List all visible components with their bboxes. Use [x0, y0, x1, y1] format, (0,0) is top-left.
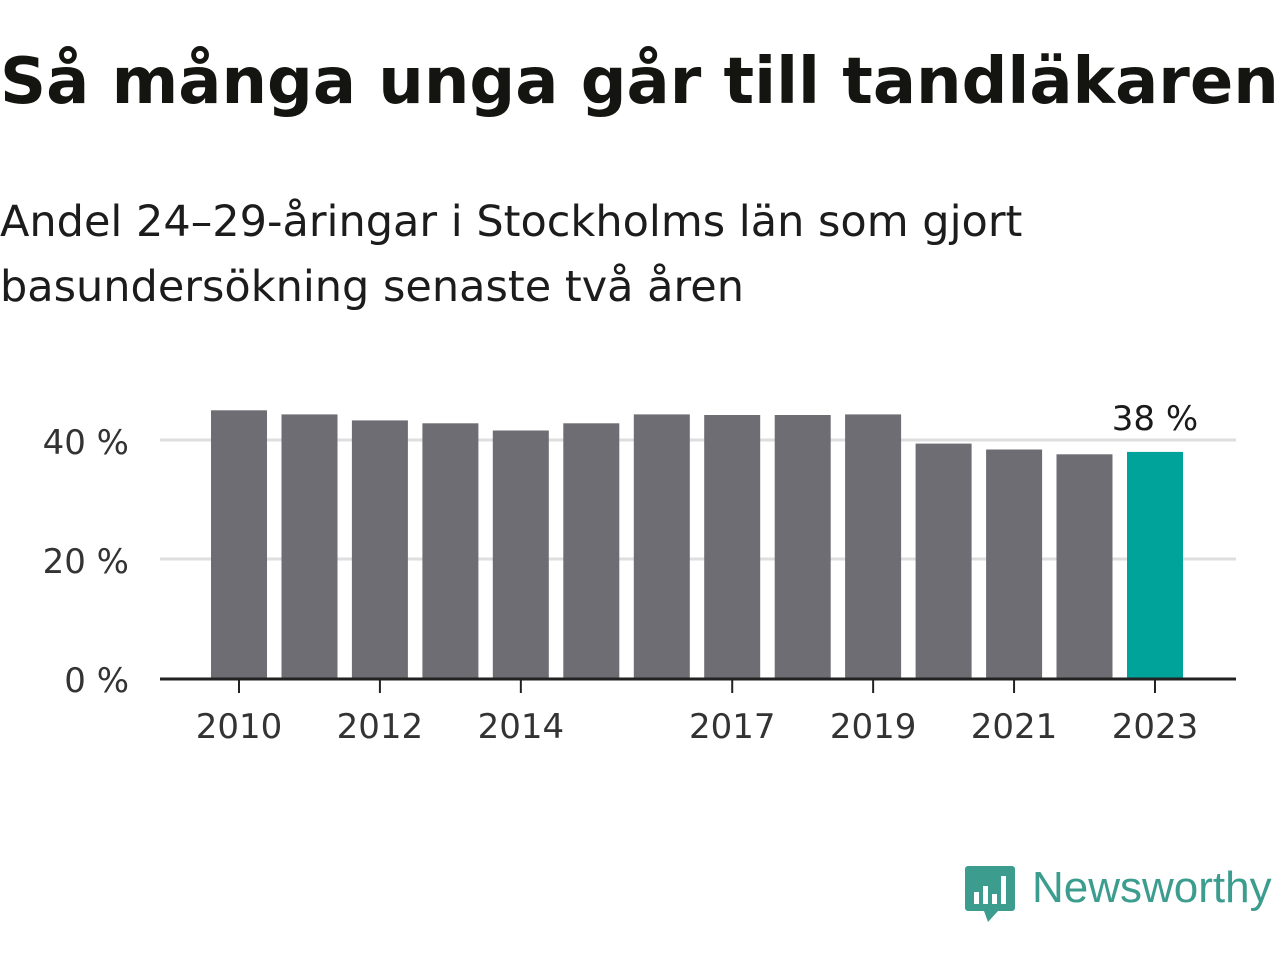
x-tick-label: 2023: [1112, 707, 1199, 747]
x-tick-label: 2010: [196, 707, 283, 747]
bar-2013: [422, 423, 479, 678]
bar-2015: [563, 423, 620, 678]
chart-title: Så många unga går till tandläkaren: [0, 45, 1279, 119]
y-tick-label: 40 %: [43, 423, 129, 463]
bar-2023: [1127, 451, 1183, 678]
x-tick-label: 2019: [830, 707, 917, 747]
bar-chart: 0 % 20 % 40 % 2010 2012 2014 2017 2019 2021 2023 3…: [43, 399, 1236, 747]
x-tick-label: 2014: [478, 707, 565, 747]
bar-2017: [704, 415, 761, 678]
chart-subtitle: Andel 24–29-åringar i Stockholms län som…: [0, 197, 1023, 312]
bar-2010: [211, 410, 267, 679]
bar-2019: [845, 414, 902, 678]
bar-2016: [633, 414, 690, 678]
bar-2020: [915, 443, 972, 678]
bar-2021: [986, 449, 1043, 678]
chart-bubble-icon: [965, 866, 1015, 922]
x-tick-label: 2012: [337, 707, 424, 747]
y-tick-label: 0 %: [64, 661, 129, 701]
x-tick-label: 2017: [689, 707, 776, 747]
bar-2011: [281, 414, 338, 678]
value-annotation: 38 %: [1112, 399, 1198, 439]
bar-2014: [492, 430, 549, 678]
y-tick-label: 20 %: [43, 542, 129, 582]
bar-2012: [351, 420, 408, 678]
x-tick-label: 2021: [971, 707, 1058, 747]
logo-text: Newsworthy: [1032, 863, 1272, 912]
bar-2022: [1056, 454, 1113, 678]
bar-2018: [774, 415, 831, 678]
